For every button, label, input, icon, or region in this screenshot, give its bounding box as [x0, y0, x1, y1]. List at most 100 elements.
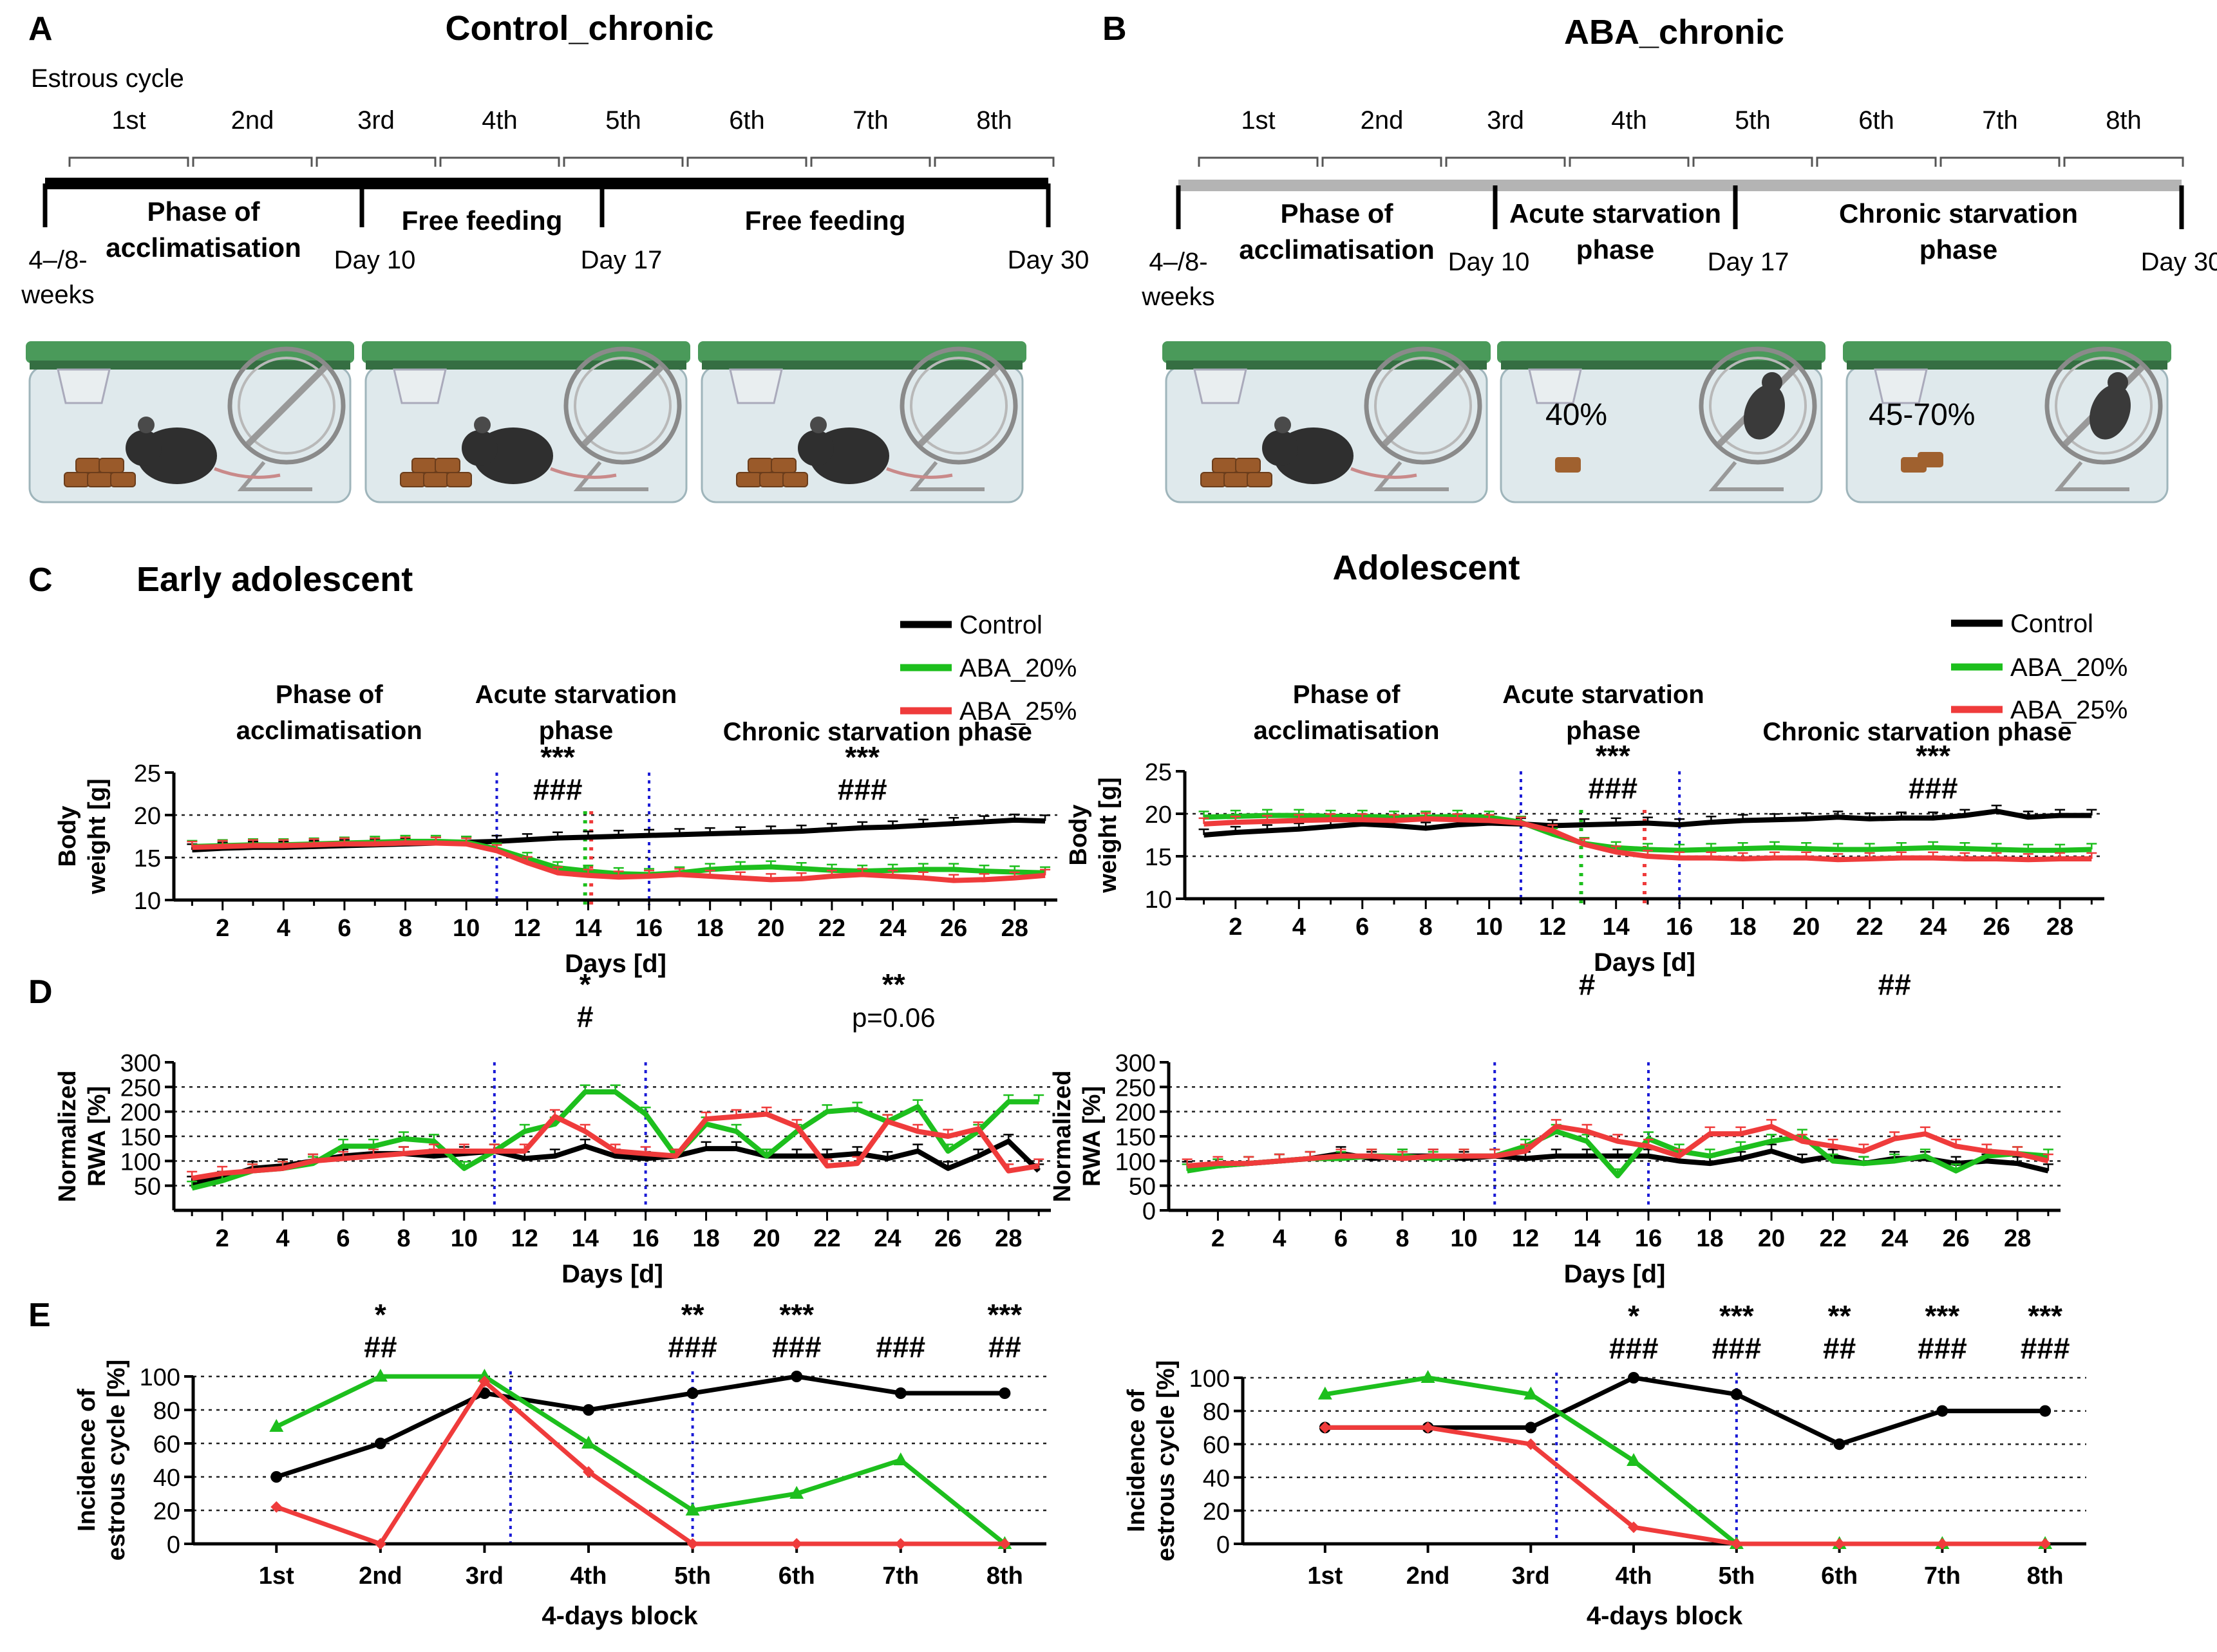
data-point — [1525, 1438, 1537, 1450]
y-tick-label: 150 — [1115, 1124, 1156, 1151]
significance-label: ### — [1609, 1331, 1659, 1365]
cycle-brace — [316, 156, 437, 167]
y-tick-label: 15 — [134, 845, 161, 872]
x-tick-label: 24 — [879, 915, 906, 942]
x-tick-label: 6 — [336, 1225, 350, 1252]
early-adolescent-title: Early adolescent — [137, 560, 413, 599]
y-tick-label: 50 — [134, 1174, 161, 1201]
phase-label: Free feeding — [402, 205, 563, 236]
significance-label: ### — [1918, 1331, 1967, 1365]
series-line-aba25 — [192, 840, 1046, 883]
cycle-label: 4th — [1611, 106, 1647, 135]
cycle-brace — [1198, 156, 1319, 167]
data-point — [2039, 1405, 2052, 1417]
series-line-aba25 — [1187, 1123, 2049, 1169]
y-tick-label: 80 — [153, 1398, 180, 1425]
legend: Control ABA_20% ABA_25% — [900, 611, 1077, 726]
x-tick-label: 18 — [697, 915, 724, 942]
cycle-brace — [1569, 156, 1690, 167]
x-tick-label: 2nd — [359, 1563, 402, 1590]
cycle-brace — [810, 156, 931, 167]
significance-label: *** — [845, 740, 880, 774]
cycle-label: 6th — [729, 106, 765, 135]
x-tick-label: 14 — [1603, 914, 1630, 941]
food-pellet-icon — [1235, 458, 1261, 473]
x-tick-label: 2 — [1229, 914, 1242, 941]
y-tick-label: 0 — [167, 1532, 180, 1559]
x-tick-label: 26 — [1983, 914, 2010, 941]
data-point — [1627, 1453, 1641, 1466]
cycle-brace — [563, 156, 684, 167]
timeline-aba: 1st 2nd 3rd 4th 5th 6th 7th 8th Phase of acclimat… — [1141, 106, 2217, 311]
x-tick-label: 20 — [1793, 914, 1820, 941]
cycle-brace — [192, 156, 313, 167]
x-tick-label: 12 — [514, 915, 541, 942]
y-tick-label: 0 — [1142, 1198, 1156, 1225]
x-tick-label: 18 — [692, 1225, 719, 1252]
cycle-label: 6th — [1858, 106, 1894, 135]
y-tick-label: 20 — [134, 803, 161, 830]
data-point — [374, 1538, 386, 1550]
phase-label: Phase of — [1280, 198, 1393, 229]
data-point — [1730, 1388, 1742, 1400]
cage-lid — [1162, 341, 1491, 363]
cycle-brace — [1939, 156, 2061, 167]
food-pellet-icon — [1223, 472, 1249, 487]
panel-b-title: ABA_chronic — [1564, 13, 1784, 52]
food-pellet-icon — [446, 472, 472, 487]
x-tick-label: 26 — [1942, 1225, 1969, 1252]
significance-label: *** — [779, 1298, 814, 1331]
mouse-head-icon — [1262, 430, 1298, 466]
cages-aba: 40% 45-70% — [1162, 341, 2171, 503]
mouse-head-icon — [126, 430, 162, 466]
data-point — [1833, 1438, 1845, 1450]
x-tick-label: 2 — [216, 915, 229, 942]
significance-label: *** — [1916, 739, 1950, 773]
x-tick-label: 22 — [1856, 914, 1883, 941]
phase-label: Acute starvation — [1509, 198, 1721, 229]
x-tick-label: 24 — [874, 1225, 901, 1252]
y-tick-label: 100 — [120, 1149, 161, 1176]
food-pellet-icon — [435, 458, 460, 473]
mouse-icon — [1744, 384, 1785, 440]
significance-label: * — [1628, 1299, 1639, 1333]
food-pellet-icon — [64, 472, 90, 487]
series-line-aba25 — [1325, 1425, 2046, 1546]
cycle-brace — [439, 156, 560, 167]
x-tick-label: 6 — [1334, 1225, 1348, 1252]
timeline-control: 1st 2nd 3rd 4th 5th 6th 7th 8th Phase of acclimat… — [21, 106, 1089, 309]
x-tick-label: 10 — [451, 1225, 478, 1252]
y-tick-label: 100 — [1115, 1149, 1156, 1176]
data-point — [2039, 1538, 2052, 1550]
x-tick-label: 4th — [571, 1563, 607, 1590]
wheel-stand — [1708, 461, 1784, 491]
significance-label: ** — [681, 1298, 704, 1331]
y-tick-label: 20 — [1203, 1498, 1230, 1525]
cycle-label: 4th — [482, 106, 518, 135]
food-hopper-icon — [1528, 368, 1582, 404]
x-tick-label: 16 — [1635, 1225, 1662, 1252]
phase-label: Free feeding — [745, 205, 906, 236]
y-axis-label: weight [g] — [84, 778, 111, 894]
cage-lid-rim — [1501, 361, 1822, 370]
phase-label: phase — [1920, 234, 1997, 265]
mouse-tail-icon — [214, 467, 281, 479]
significance-label: ### — [876, 1330, 925, 1364]
data-point — [1833, 1538, 1845, 1550]
running-wheel-inner — [574, 357, 672, 455]
y-axis-label: Body — [1065, 805, 1092, 866]
significance-label: ### — [1588, 771, 1637, 805]
y-axis-label: estrous cycle [%] — [1153, 1360, 1180, 1562]
x-axis-label: Days [d] — [565, 950, 666, 978]
x-tick-label: 26 — [940, 915, 967, 942]
x-tick-label: 4 — [277, 915, 290, 942]
cages-control — [26, 341, 1026, 503]
y-tick-label: 100 — [1189, 1366, 1230, 1393]
cage-lid-rim — [1166, 361, 1487, 370]
x-tick-label: 28 — [2046, 914, 2073, 941]
data-point — [1317, 1386, 1332, 1400]
cage-lid-rim — [30, 361, 350, 370]
significance-label: *** — [2028, 1299, 2062, 1333]
x-tick-label: 10 — [1450, 1225, 1477, 1252]
